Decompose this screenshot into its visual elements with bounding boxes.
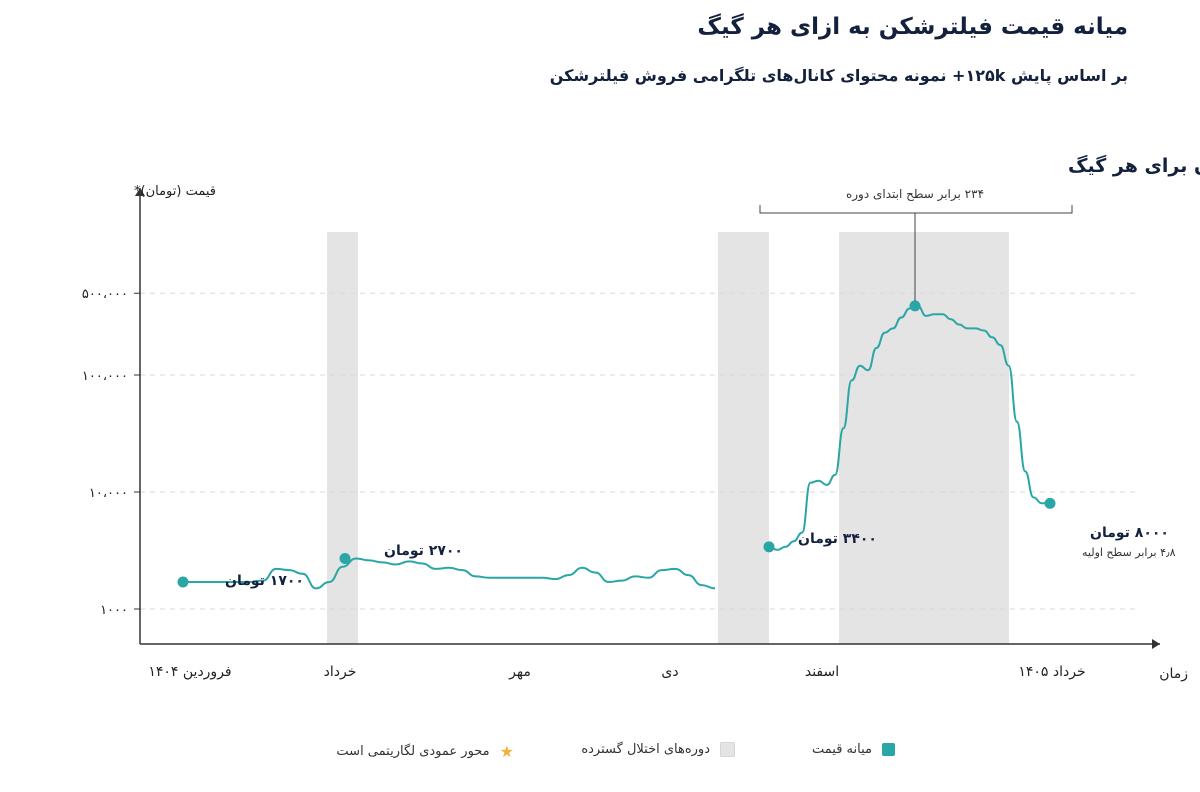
legend-item-log-note: ★ محور عمودی لگاریتمی است: [336, 742, 514, 761]
marker-esfand-price: [763, 541, 775, 553]
legend-disruption-swatch: [720, 742, 735, 757]
chart-title: میانه قیمت فیلترشکن به ازای هر گیگ: [697, 14, 1128, 40]
disruption-period-2: [718, 232, 769, 644]
y-tick-label-1: ۱۰۰۰: [100, 603, 128, 618]
x-tick-label-6: خرداد ۱۴۰۵: [1018, 664, 1085, 680]
y-tick-label-4: ۵۰۰،۰۰۰: [82, 287, 128, 302]
disruption-period-3: [839, 232, 1009, 644]
legend-log-label: محور عمودی لگاریتمی است: [336, 744, 490, 759]
y-tick-label-2: ۱۰،۰۰۰: [89, 486, 128, 501]
label-start-price: ۱۷۰۰ تومان: [225, 573, 304, 589]
star-icon: ★: [499, 742, 514, 761]
legend-price-label: میانه قیمت: [812, 742, 872, 757]
chart-subtitle: بر اساس پایش ۱۲۵k+ نمونه محتوای کانال‌ها…: [549, 66, 1128, 85]
label-end-price: ۸۰۰۰ تومان: [1090, 525, 1169, 541]
legend-item-price: میانه قیمت: [812, 742, 895, 757]
x-tick-label-4: دی: [661, 664, 678, 680]
label-end-price-note: ۴٫۸ برابر سطح اولیه: [1082, 546, 1176, 559]
legend-disruption-label: دوره‌های اختلال گسترده: [581, 742, 710, 757]
x-axis-arrow-icon: [1152, 639, 1160, 649]
x-tick-label-5: اسفند: [805, 664, 839, 680]
label-khordad-price: ۲۷۰۰ تومان: [384, 543, 463, 559]
marker-peak-price: [909, 300, 921, 312]
price-line-segment-2: [768, 304, 1051, 551]
label-esfand-price: ۳۴۰۰ تومان: [798, 531, 877, 547]
x-tick-label-1: فروردین ۱۴۰۴: [148, 664, 231, 680]
price-line-segment-1: [182, 557, 716, 590]
x-tick-label-2: خرداد: [324, 664, 357, 680]
y-tick-label-3: ۱۰۰،۰۰۰: [82, 369, 128, 384]
x-axis-label: زمان: [1159, 666, 1188, 682]
x-tick-label-3: مهر: [508, 664, 531, 680]
y-axis-label: قیمت (تومان)*: [134, 184, 216, 199]
legend-item-disruption: دوره‌های اختلال گسترده: [581, 742, 735, 757]
y-axis-arrow-icon: [135, 188, 145, 196]
marker-khordad-price: [339, 553, 351, 565]
peak-bracket: [759, 205, 1073, 214]
legend-price-swatch: [882, 743, 895, 756]
label-peak-price: اوج: ۳۹۰ هزار تومان برای هر گیگ: [1068, 154, 1200, 177]
label-peak-note: ۲۳۴ برابر سطح ابتدای دوره: [846, 187, 984, 202]
marker-start-price: [177, 576, 189, 588]
marker-end-price: [1044, 497, 1056, 509]
disruption-period-1: [327, 232, 358, 644]
